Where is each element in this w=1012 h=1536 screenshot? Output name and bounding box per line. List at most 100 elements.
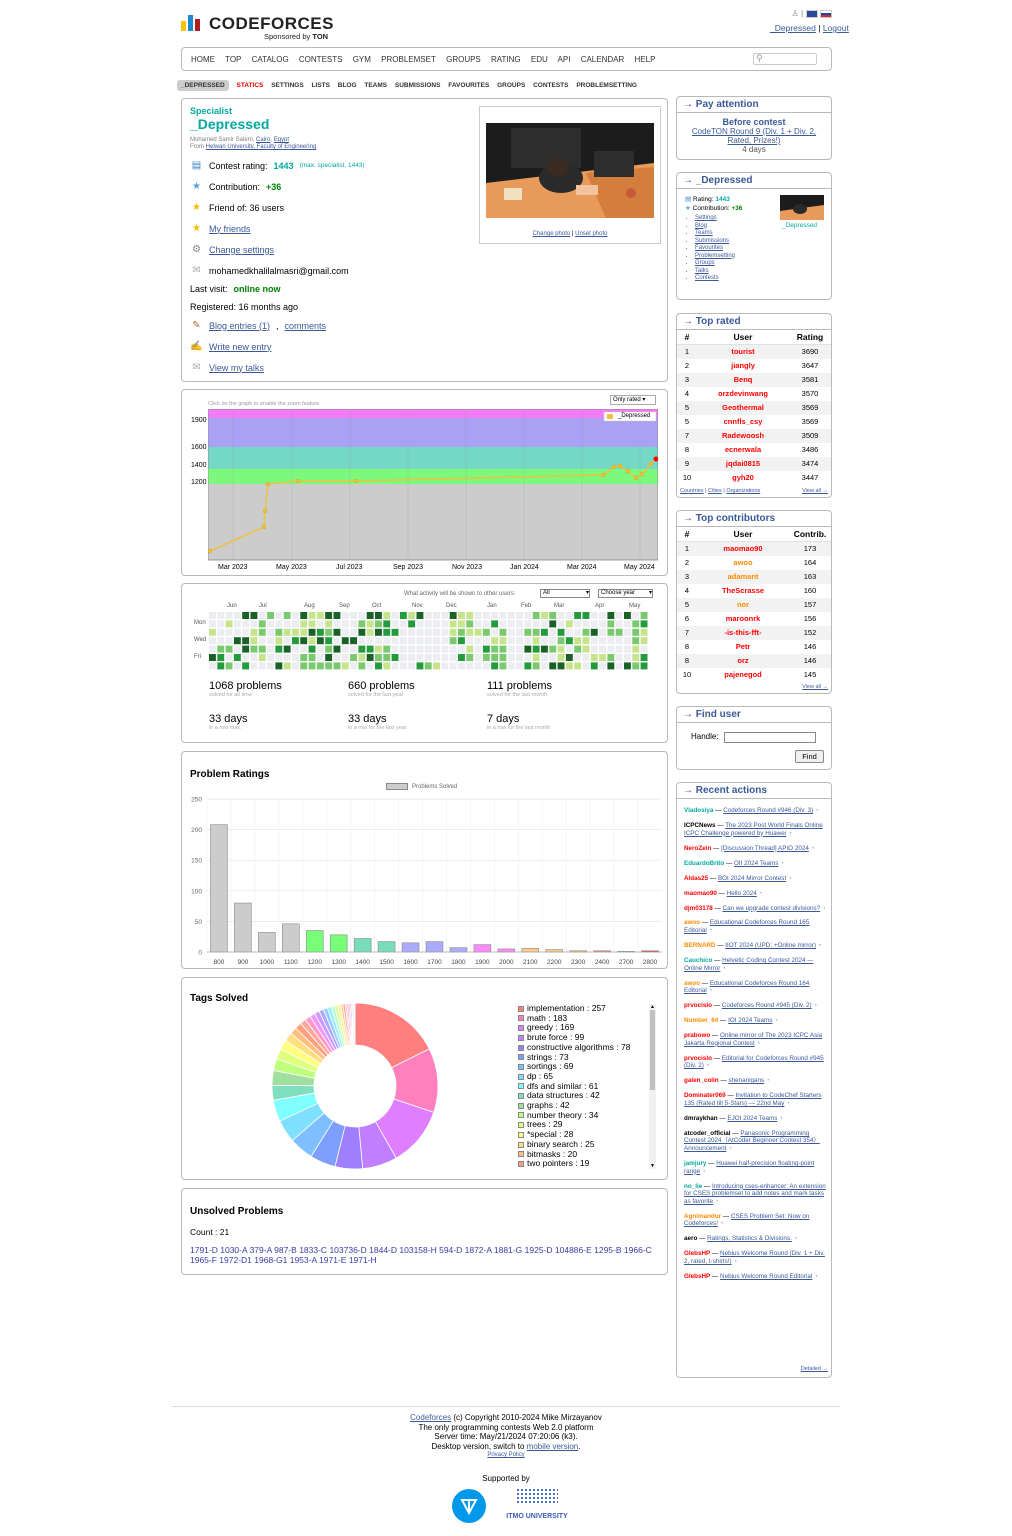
heatmap-cell[interactable] xyxy=(391,612,399,619)
recent-user-link[interactable]: prvocislo xyxy=(684,1054,712,1062)
scroll-down-icon[interactable]: ▼ xyxy=(650,1163,655,1169)
heatmap-cell[interactable] xyxy=(499,620,507,628)
tags-donut-chart[interactable] xyxy=(271,1002,439,1170)
recent-user-link[interactable]: no_lie xyxy=(684,1182,703,1190)
unsolved-problem-link[interactable]: 103158-H xyxy=(399,1245,440,1255)
user-link[interactable]: gyh20 xyxy=(732,473,754,482)
heatmap-cell[interactable] xyxy=(433,612,440,619)
user-link[interactable]: TheScrasse xyxy=(721,586,765,595)
rating-bar-1300[interactable] xyxy=(329,934,348,953)
comment-icon[interactable]: ◔ xyxy=(706,927,713,935)
heatmap-cell[interactable] xyxy=(242,645,250,653)
heatmap-cell[interactable] xyxy=(308,620,316,628)
heatmap-cell[interactable] xyxy=(300,628,308,636)
activity-year-select[interactable]: Choose year ▾ xyxy=(598,589,653,598)
recent-topic-link[interactable]: IIOT 2024 (UPD: +Online mirror) xyxy=(725,942,816,950)
detailed-link[interactable]: Detailed → xyxy=(800,1366,828,1372)
scroll-up-icon[interactable]: ▲ xyxy=(650,1004,655,1010)
heatmap-cell[interactable] xyxy=(491,620,499,628)
heatmap-cell[interactable] xyxy=(308,654,316,661)
heatmap-cell[interactable] xyxy=(233,620,241,628)
user-link[interactable]: nor xyxy=(697,597,789,612)
heatmap-cell[interactable] xyxy=(258,645,266,653)
heatmap-cell[interactable] xyxy=(582,662,590,670)
user-link[interactable]: Geothermal xyxy=(697,400,789,415)
heatmap-cell[interactable] xyxy=(383,620,391,628)
flag-ru-icon[interactable] xyxy=(820,9,832,18)
heatmap-cell[interactable] xyxy=(624,628,631,636)
heatmap-cell[interactable] xyxy=(416,628,424,636)
heatmap-cell[interactable] xyxy=(225,662,233,670)
recent-topic-link[interactable]: Ratings, Statistics & Divisions. xyxy=(707,1235,792,1243)
heatmap-cell[interactable] xyxy=(615,620,623,628)
heatmap-cell[interactable] xyxy=(358,628,366,636)
heatmap-cell[interactable] xyxy=(565,637,573,645)
comment-icon[interactable]: ◔ xyxy=(813,807,819,814)
heatmap-cell[interactable] xyxy=(565,654,573,661)
comment-icon[interactable]: ◔ xyxy=(784,1099,791,1107)
heatmap-cell[interactable] xyxy=(507,662,515,670)
heatmap-cell[interactable] xyxy=(275,662,283,670)
heatmap-cell[interactable] xyxy=(408,620,416,628)
heatmap-cell[interactable] xyxy=(375,628,382,636)
heatmap-cell[interactable] xyxy=(325,637,333,645)
heatmap-cell[interactable] xyxy=(416,662,424,670)
user-link[interactable]: orzdevinwang xyxy=(717,389,768,398)
heatmap-cell[interactable] xyxy=(283,628,291,636)
heatmap-cell[interactable] xyxy=(582,637,590,645)
heatmap-cell[interactable] xyxy=(316,662,324,670)
heatmap-cell[interactable] xyxy=(516,620,523,628)
heatmap-cell[interactable] xyxy=(499,645,507,653)
heatmap-cell[interactable] xyxy=(491,628,499,636)
heatmap-cell[interactable] xyxy=(607,645,615,653)
heatmap-cell[interactable] xyxy=(283,662,291,670)
user-link[interactable]: awoo xyxy=(733,558,753,567)
heatmap-cell[interactable] xyxy=(308,662,316,670)
user-link[interactable]: jiangly xyxy=(731,361,755,370)
menu-edu[interactable]: EDU xyxy=(530,55,548,64)
codeforces-logo[interactable]: CODEFORCES Sponsored by TON xyxy=(181,12,341,42)
recent-topic-link[interactable]: Introducing cses-enhancer: An extension … xyxy=(684,1182,826,1205)
heatmap-cell[interactable] xyxy=(590,662,598,670)
heatmap-cell[interactable] xyxy=(607,654,615,661)
recent-topic-link[interactable]: Hello 2024 xyxy=(726,889,757,897)
heatmap-cell[interactable] xyxy=(399,628,407,636)
heatmap-cell[interactable] xyxy=(300,662,308,670)
heatmap-cell[interactable] xyxy=(458,628,465,636)
heatmap-cell[interactable] xyxy=(640,645,648,653)
heatmap-cell[interactable] xyxy=(316,628,324,636)
heatmap-cell[interactable] xyxy=(482,654,490,661)
heatmap-cell[interactable] xyxy=(499,637,507,645)
heatmap-cell[interactable] xyxy=(275,628,283,636)
heatmap-cell[interactable] xyxy=(292,662,299,670)
tag-legend-item[interactable]: implementation : 257 xyxy=(518,1004,661,1014)
blog-entries-link[interactable]: Blog entries (1) xyxy=(209,320,271,331)
heatmap-cell[interactable] xyxy=(565,662,573,670)
unsolved-problem-link[interactable]: 1968-G1 xyxy=(254,1255,290,1265)
heatmap-cell[interactable] xyxy=(424,628,432,636)
heatmap-cell[interactable] xyxy=(458,645,465,653)
heatmap-cell[interactable] xyxy=(408,637,416,645)
heatmap-cell[interactable] xyxy=(632,645,640,653)
heatmap-cell[interactable] xyxy=(209,612,216,619)
recent-topic-link[interactable]: Nebius Welcome Round Editorial xyxy=(720,1272,813,1280)
comment-icon[interactable]: ◔ xyxy=(720,964,726,972)
heatmap-cell[interactable] xyxy=(482,628,490,636)
org-link[interactable]: Helwan University, Faculty of Engineerin… xyxy=(205,144,317,150)
heatmap-cell[interactable] xyxy=(308,628,316,636)
tag-legend-item[interactable]: data structures : 42 xyxy=(518,1090,661,1101)
unsolved-problem-link[interactable]: 1833-C xyxy=(299,1245,330,1255)
submenu-statics[interactable]: STATICS xyxy=(236,82,264,89)
heatmap-cell[interactable] xyxy=(242,637,250,645)
heatmap-cell[interactable] xyxy=(350,628,357,636)
heatmap-cell[interactable] xyxy=(242,662,250,670)
heatmap-cell[interactable] xyxy=(300,620,308,628)
side-handle[interactable]: _Depressed xyxy=(782,222,818,229)
unsolved-problem-link[interactable]: 1971-E xyxy=(319,1255,349,1265)
heatmap-cell[interactable] xyxy=(258,637,266,645)
recent-topic-link[interactable]: IOI 2024 Teams xyxy=(728,1017,773,1025)
heatmap-cell[interactable] xyxy=(499,612,507,619)
heatmap-cell[interactable] xyxy=(582,654,590,661)
submenu-settings[interactable]: SETTINGS xyxy=(271,82,304,89)
city-link[interactable]: Cairo xyxy=(256,137,271,143)
